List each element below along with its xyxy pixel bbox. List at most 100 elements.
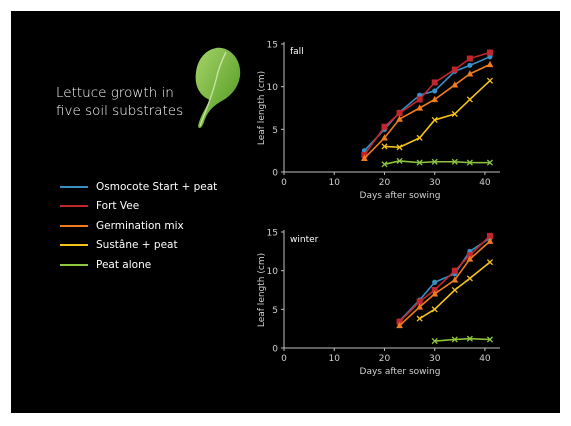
slide-title: Lettuce growth in five soil substrates <box>56 84 206 120</box>
y-tick-label: 0 <box>272 169 278 179</box>
legend-item: Fort Vee <box>60 197 217 217</box>
data-point <box>431 158 438 165</box>
data-point <box>466 252 473 259</box>
legend-label: Sustâne + peat <box>96 239 178 252</box>
legend: Osmocote Start + peat Fort Vee Germinati… <box>60 177 217 275</box>
data-point <box>396 110 403 117</box>
data-point <box>416 303 424 310</box>
data-point <box>451 336 458 343</box>
data-point <box>486 259 494 266</box>
data-point <box>451 158 458 165</box>
series-line <box>398 237 491 322</box>
x-tick-label: 40 <box>479 178 491 188</box>
x-tick-label: 40 <box>479 354 491 364</box>
data-point <box>486 237 494 244</box>
legend-label: Fort Vee <box>96 200 140 213</box>
x-axis-label: Days after sowing <box>360 367 441 377</box>
slide-title-line-2: five soil substrates <box>56 103 184 119</box>
data-point <box>396 115 403 122</box>
data-point <box>431 337 438 345</box>
x-axis-label: Days after sowing <box>360 191 441 201</box>
legend-item: Peat alone <box>60 255 217 275</box>
legend-item: Sustâne + peat <box>60 236 217 256</box>
x-tick-label: 10 <box>329 178 341 188</box>
data-point <box>381 134 388 141</box>
series-line <box>398 235 491 323</box>
legend-swatch <box>60 205 88 208</box>
data-point <box>416 298 423 305</box>
legend-label: Peat alone <box>96 258 152 271</box>
data-point <box>466 159 473 166</box>
data-point <box>381 143 388 150</box>
data-point <box>486 60 494 68</box>
data-point <box>451 81 459 88</box>
data-point <box>416 104 424 111</box>
data-point <box>451 276 459 283</box>
data-point <box>396 157 403 164</box>
data-point <box>451 267 458 274</box>
data-point <box>486 159 494 166</box>
legend-item: Germination mix <box>60 216 217 236</box>
data-point <box>396 318 403 325</box>
data-point <box>466 275 473 282</box>
data-point <box>432 88 438 94</box>
slide-title-line-1: Lettuce growth in <box>56 85 174 101</box>
data-point <box>451 286 458 294</box>
panel-label: fall <box>290 47 304 57</box>
series-line <box>398 240 491 327</box>
data-point <box>416 96 423 103</box>
series-line <box>434 337 490 342</box>
legend-label: Germination mix <box>96 219 184 232</box>
y-tick-label: 5 <box>272 306 278 316</box>
legend-label: Osmocote Start + peat <box>96 180 218 193</box>
data-point <box>451 66 458 73</box>
data-point <box>431 290 439 297</box>
y-axis-label: Leaf length (cm) <box>257 253 267 327</box>
panel-label: winter <box>290 235 319 245</box>
legend-item: Osmocote Start + peat <box>60 177 217 197</box>
slide-canvas <box>11 11 560 413</box>
data-point <box>486 49 493 56</box>
data-point <box>360 154 368 161</box>
data-point <box>396 321 403 329</box>
y-tick-label: 10 <box>267 83 279 93</box>
lettuce-leaf-icon <box>195 47 241 129</box>
data-point <box>416 315 423 322</box>
data-point <box>486 77 494 84</box>
data-point <box>467 62 473 68</box>
data-point <box>466 255 474 262</box>
y-tick-label: 5 <box>272 126 278 136</box>
data-point <box>466 55 473 62</box>
y-tick-label: 15 <box>267 41 278 51</box>
x-tick-label: 10 <box>329 354 341 364</box>
data-point <box>431 287 438 293</box>
x-tick-label: 30 <box>429 354 441 364</box>
data-point <box>416 159 423 166</box>
y-tick-label: 10 <box>267 267 279 277</box>
x-tick-label: 20 <box>379 354 391 364</box>
data-point <box>431 306 438 313</box>
data-point <box>432 279 438 285</box>
data-point <box>466 335 473 342</box>
data-point <box>466 70 474 77</box>
data-point <box>381 161 388 168</box>
y-tick-label: 0 <box>272 345 278 355</box>
x-tick-label: 30 <box>429 178 441 188</box>
data-point <box>486 232 493 239</box>
data-point <box>416 134 423 141</box>
y-axis-label: Leaf length (cm) <box>257 71 267 145</box>
legend-swatch <box>60 185 88 188</box>
legend-swatch <box>60 263 88 266</box>
y-tick-label: 15 <box>267 229 278 239</box>
data-point <box>381 123 388 130</box>
x-tick-label: 0 <box>281 178 287 188</box>
data-point <box>396 144 403 151</box>
data-point <box>431 116 438 124</box>
x-tick-label: 0 <box>281 354 287 364</box>
data-point <box>451 110 458 118</box>
data-point <box>431 79 438 86</box>
legend-swatch <box>60 244 88 247</box>
data-point <box>466 96 473 103</box>
